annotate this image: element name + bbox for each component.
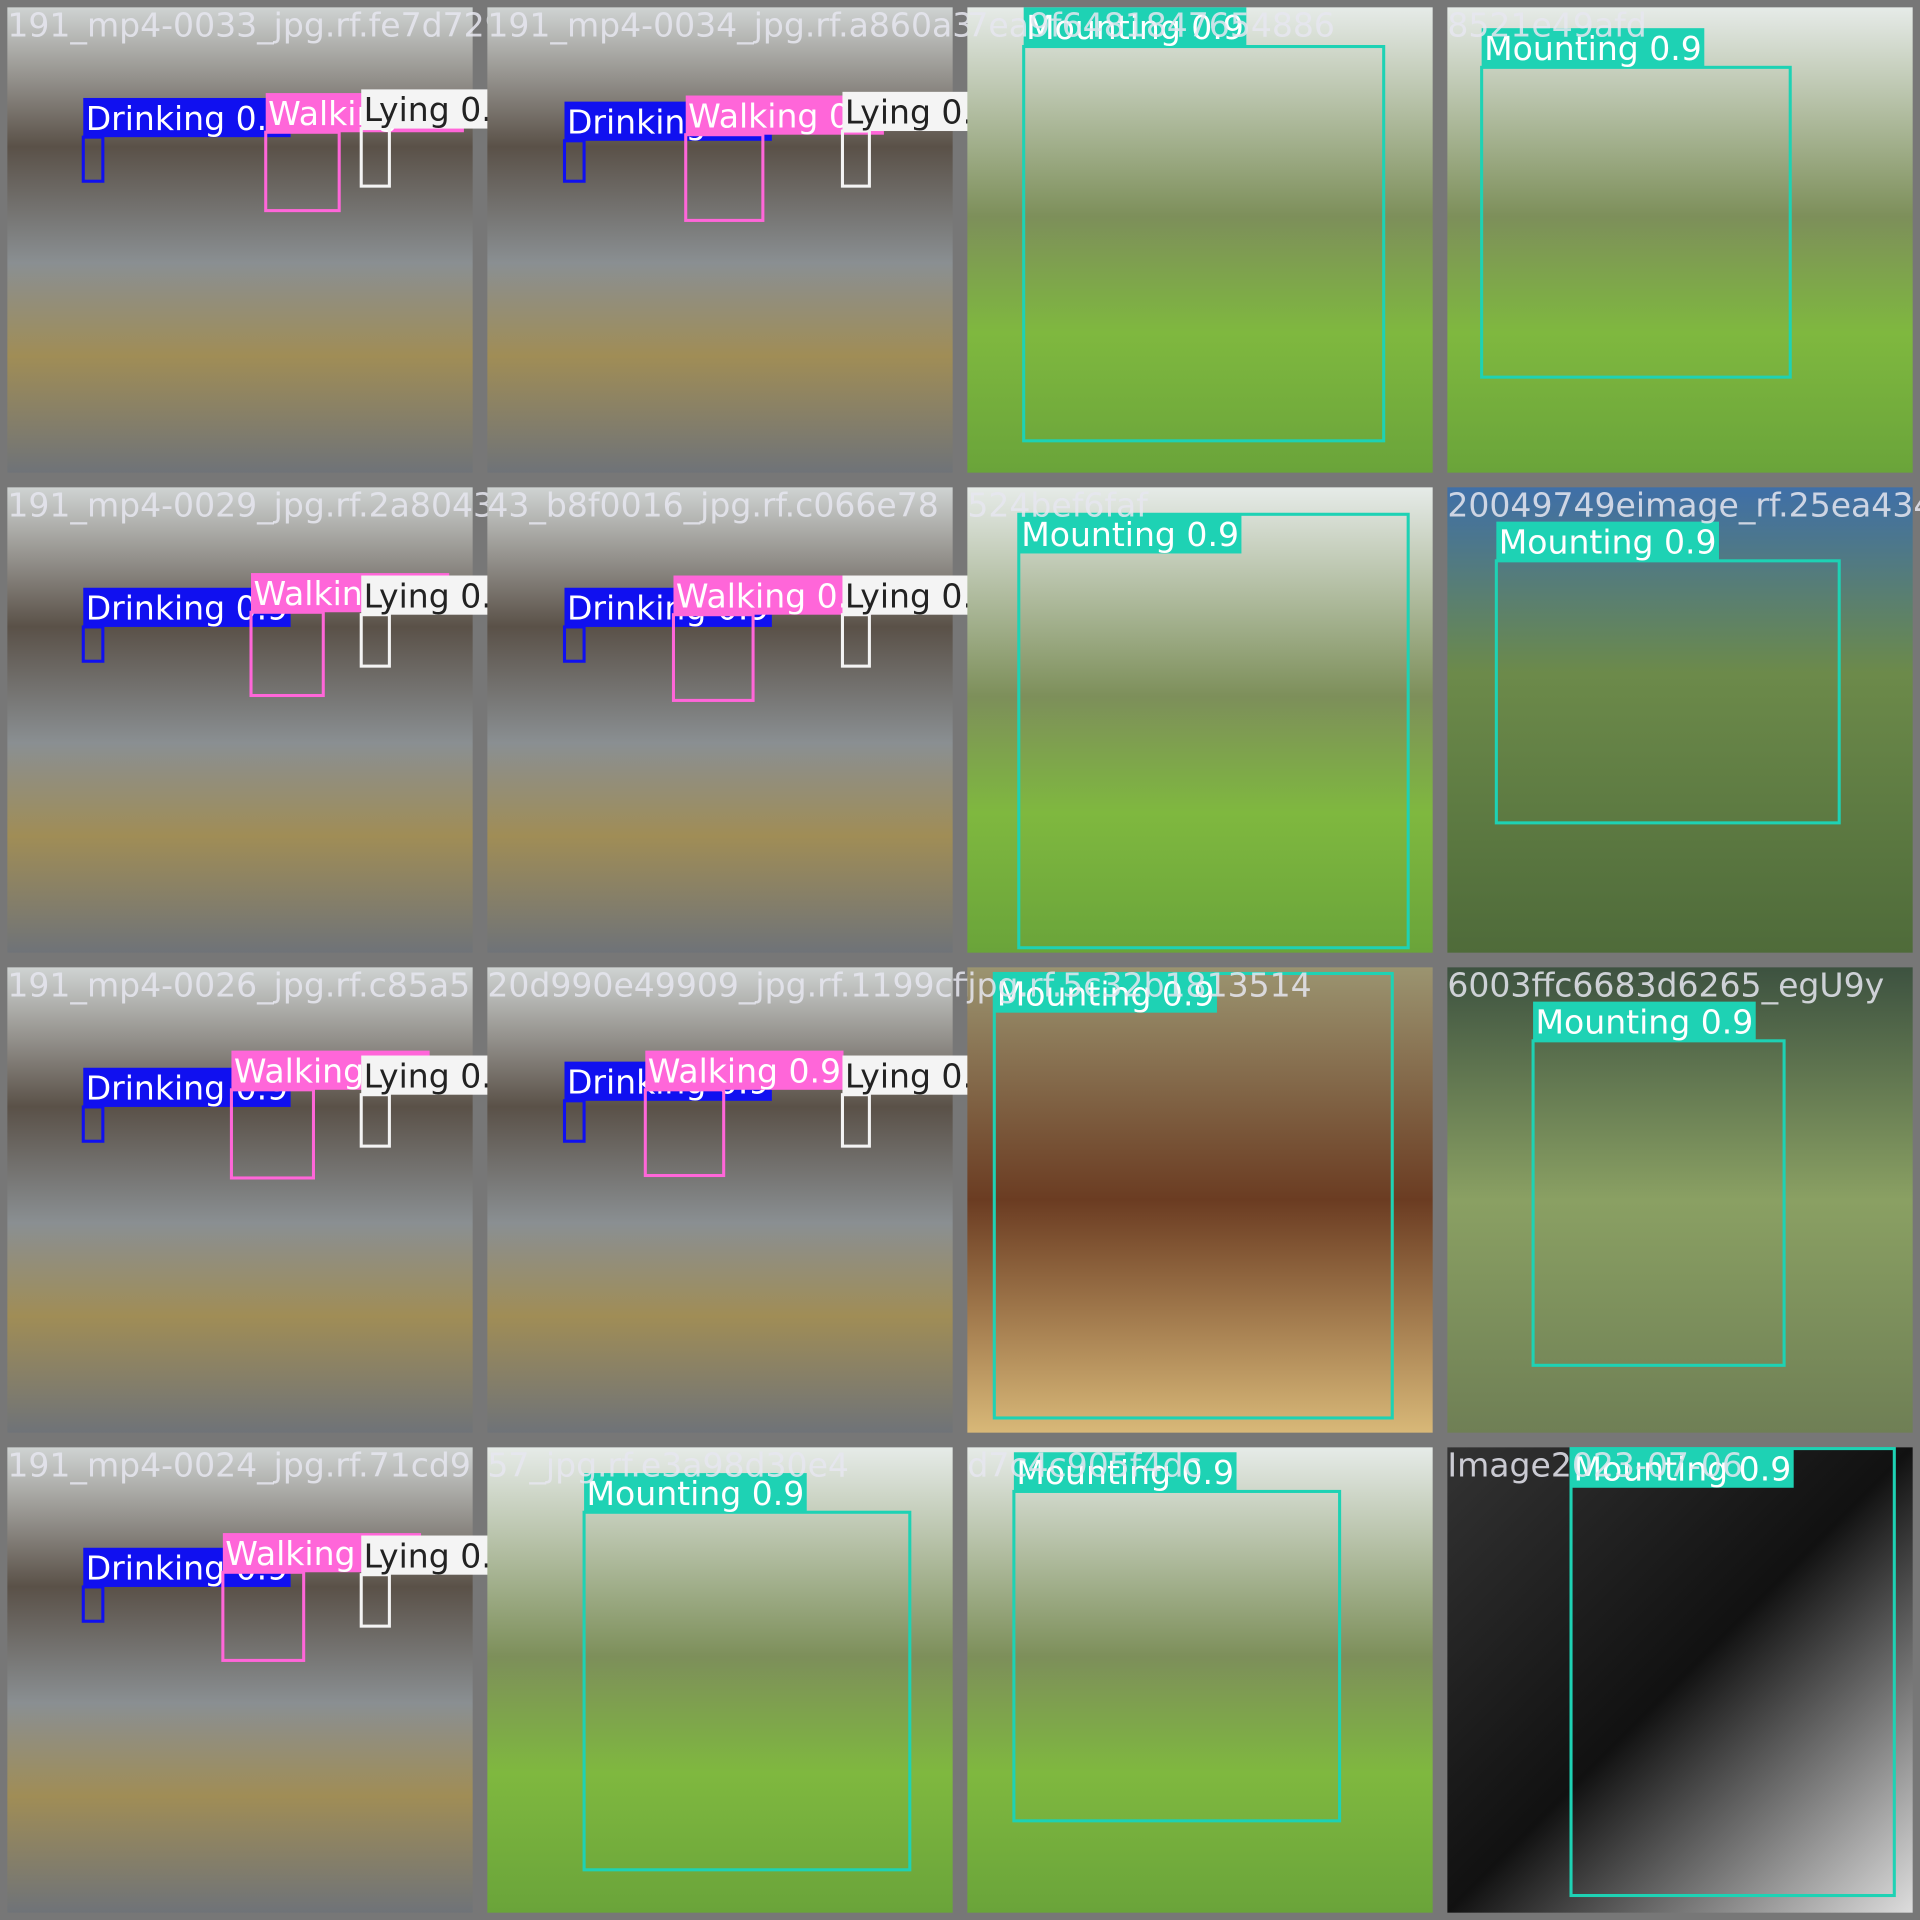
image [1447,967,1913,1433]
label: Mounting 0.9 [1021,515,1239,554]
filename: jpg.rf.5c32b1813514 [966,966,1311,1005]
label-background [1018,514,1242,554]
label: Drinking 0.9 [86,99,288,138]
label: Mounting 0.9 [1484,29,1702,68]
bounding-box [81,1105,105,1143]
filename: 191_mp4-0034_jpg.rf.a860a3e3 [487,6,1014,45]
image [967,7,1433,473]
filename: 7ea9f6481847654886 [967,6,1335,45]
image [1447,1447,1913,1913]
filename: d7c4c905f4dc [967,1446,1201,1485]
label-background [1481,28,1705,68]
filename: 6003ffc6683d6265_egU9y [1447,966,1884,1005]
filename: 20049749eimage_rf.25ea434fe [1447,486,1920,525]
label-background [994,973,1217,1013]
image [487,7,953,473]
label: Mounting 0.9 [1536,1002,1754,1041]
label-background [645,1050,844,1090]
label-background [1533,1001,1756,1041]
image [487,967,953,1433]
filename: 191_mp4-0029_jpg.rf.2a804339 [7,486,536,525]
filename: 8521e49afd [1447,6,1646,45]
label: Mounting 0.9 [587,1474,805,1513]
label-background [673,575,872,615]
image [967,967,1433,1433]
image [7,487,473,953]
filename: 57_jpg.rf.e3a98d30e4 [487,1446,849,1485]
image [7,1447,473,1913]
filename: 191_mp4-0026_jpg.rf.c85a5 [7,966,470,1005]
label: Mounting 0.9 [1573,1449,1791,1488]
image [1447,487,1913,953]
image [967,1447,1433,1913]
label: Mounting 0.9 [997,974,1215,1013]
label-background [83,97,291,138]
image [7,7,473,473]
label: Mounting 0.9 [1016,1453,1234,1492]
label-background [1496,521,1719,561]
filename: 191_mp4-0024_jpg.rf.71cd9 [7,1446,471,1485]
bounding-box [359,1093,391,1148]
label: Mounting 0.9 [1026,8,1244,47]
image [967,487,1433,953]
label-background [1013,1452,1237,1492]
label-background [584,1473,807,1513]
image [7,967,473,1433]
label-background [1023,7,1247,47]
filename: Image2023-07-06 [1447,1446,1743,1485]
label: Mounting 0.9 [1499,522,1717,561]
filename: 524bef6faf [967,486,1149,525]
tile: Mounting 0.957_jpg.rf.e3a98d30e4 [487,1446,953,1913]
bounding-box [840,1093,871,1148]
image [487,1447,953,1913]
label: Walking 0.9 [676,576,869,615]
label-background [1571,1448,1794,1488]
filename: 20d990e49909_jpg.rf.1199cff3 [487,966,996,1005]
bounding-box [249,610,325,698]
image [487,487,953,953]
image [1447,7,1913,473]
filename: 43_b8f0016_jpg.rf.c066e78 [487,486,938,525]
label: Walking 0.9 [648,1051,841,1090]
bounding-box [840,129,871,188]
